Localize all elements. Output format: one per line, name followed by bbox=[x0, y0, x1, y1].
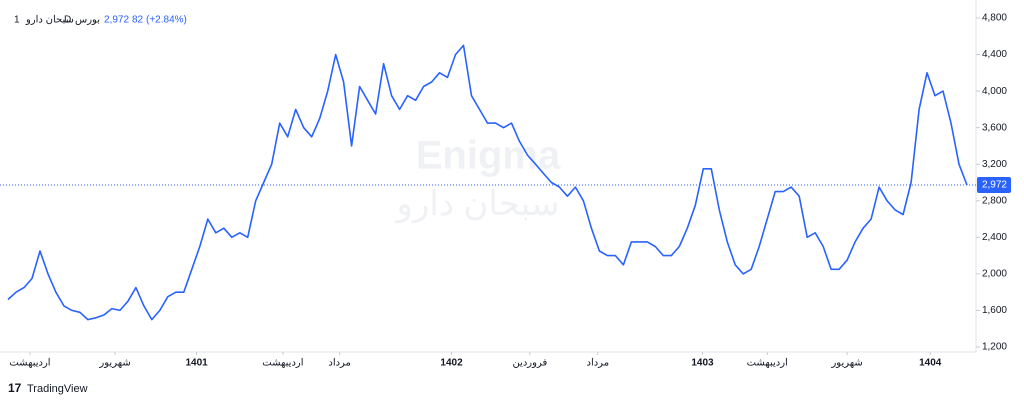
brand-name: TradingView bbox=[27, 383, 88, 395]
x-tick-label: اردیبهشت bbox=[9, 358, 50, 369]
y-tick-label: 1,200 bbox=[982, 342, 1007, 353]
x-tick-label: 1401 bbox=[185, 358, 208, 369]
header-last: 2,972 bbox=[104, 15, 129, 26]
header-interval: 1 bbox=[14, 15, 20, 26]
header-change-pct: (+2.84%) bbox=[146, 15, 187, 26]
watermark: Enigma bbox=[416, 134, 561, 178]
x-tick-label: 1404 bbox=[919, 358, 942, 369]
y-tick-label: 2,800 bbox=[982, 195, 1007, 206]
y-tick-label: 2,000 bbox=[982, 269, 1007, 280]
last-price-tag bbox=[977, 177, 1011, 194]
y-tick-label: 4,400 bbox=[982, 49, 1007, 60]
x-tick-label: اردیبهشت bbox=[262, 358, 303, 369]
header-change: 82 bbox=[132, 15, 144, 26]
y-tick-label: 3,200 bbox=[982, 159, 1007, 170]
x-tick-label: 1402 bbox=[440, 358, 463, 369]
y-tick-label: 2,400 bbox=[982, 232, 1007, 243]
x-tick-label: شهریور bbox=[830, 358, 862, 369]
x-tick-label: 1403 bbox=[691, 358, 714, 369]
x-tick-label: مرداد bbox=[587, 358, 610, 369]
header: 1 سبحان دارو D بورس 2,972 82 (+2.84%) bbox=[14, 15, 187, 26]
header-timeframe: D bbox=[64, 15, 71, 26]
y-tick-label: 3,600 bbox=[982, 122, 1007, 133]
y-tick-label: 1,600 bbox=[982, 305, 1007, 316]
x-tick-label: مرداد bbox=[328, 358, 351, 369]
watermark: سبحان دارو bbox=[395, 185, 560, 224]
x-tick-label: اردیبهشت bbox=[747, 358, 788, 369]
y-tick-label: 4,000 bbox=[982, 86, 1007, 97]
y-tick-label: 4,800 bbox=[982, 13, 1007, 24]
header-exchange: بورس bbox=[75, 15, 100, 26]
last-price-label: 2,972 bbox=[982, 180, 1007, 191]
header-symbol: سبحان دارو bbox=[25, 15, 74, 26]
x-tick-label: فروردین bbox=[512, 358, 547, 369]
logo-icon: 17 bbox=[8, 381, 22, 395]
price-line bbox=[7, 44, 968, 321]
x-tick-label: شهریور bbox=[98, 358, 130, 369]
brand: 17 TradingView bbox=[8, 381, 88, 395]
